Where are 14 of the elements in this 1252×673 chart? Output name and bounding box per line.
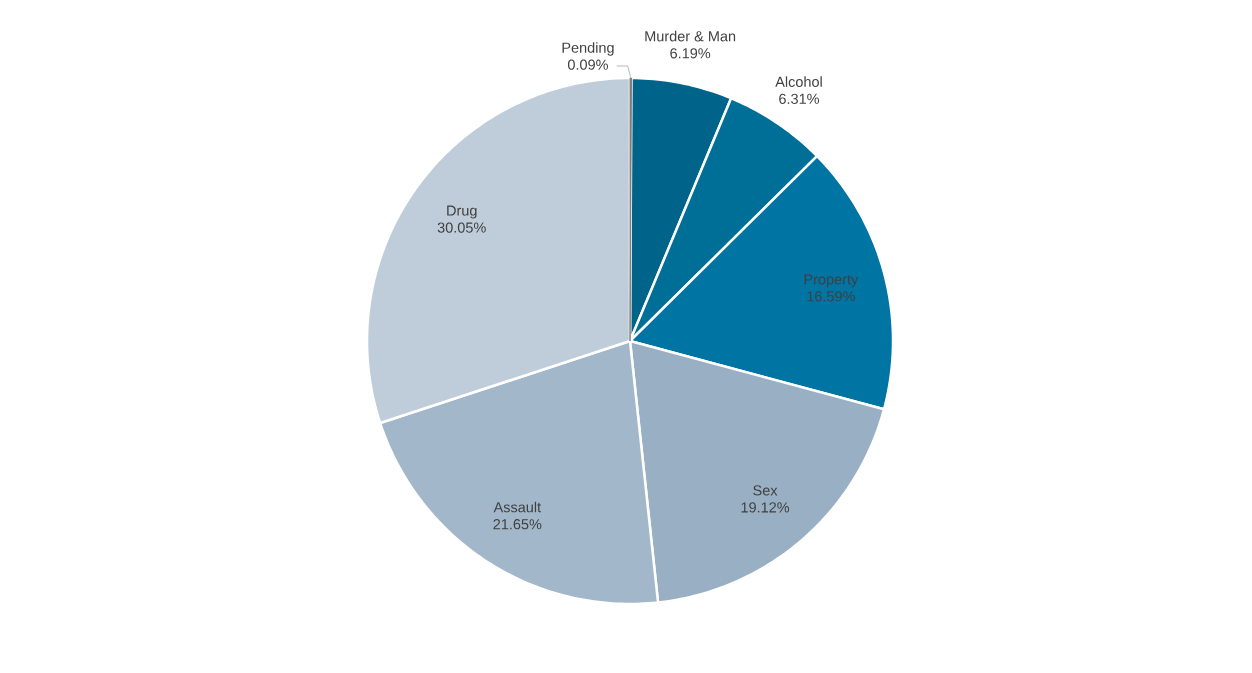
slice-label: Property bbox=[804, 274, 859, 288]
data-label: 21.65% bbox=[493, 519, 542, 530]
slice-label: Pending bbox=[562, 42, 614, 56]
slice-label: Assault bbox=[493, 501, 541, 513]
data-label: 19.12% bbox=[741, 502, 790, 513]
data-label: 6.19% bbox=[670, 48, 711, 59]
slice-label: Drug bbox=[447, 205, 477, 219]
slice-label: Murder & Man bbox=[645, 30, 736, 42]
data-label: 30.05% bbox=[437, 222, 486, 233]
data-label: 6.31% bbox=[779, 93, 820, 104]
data-label: 0.09% bbox=[567, 59, 608, 70]
slice-label: Alcohol bbox=[775, 76, 822, 87]
slice-label: Sex bbox=[753, 485, 778, 496]
data-label: 16.59% bbox=[807, 291, 855, 302]
